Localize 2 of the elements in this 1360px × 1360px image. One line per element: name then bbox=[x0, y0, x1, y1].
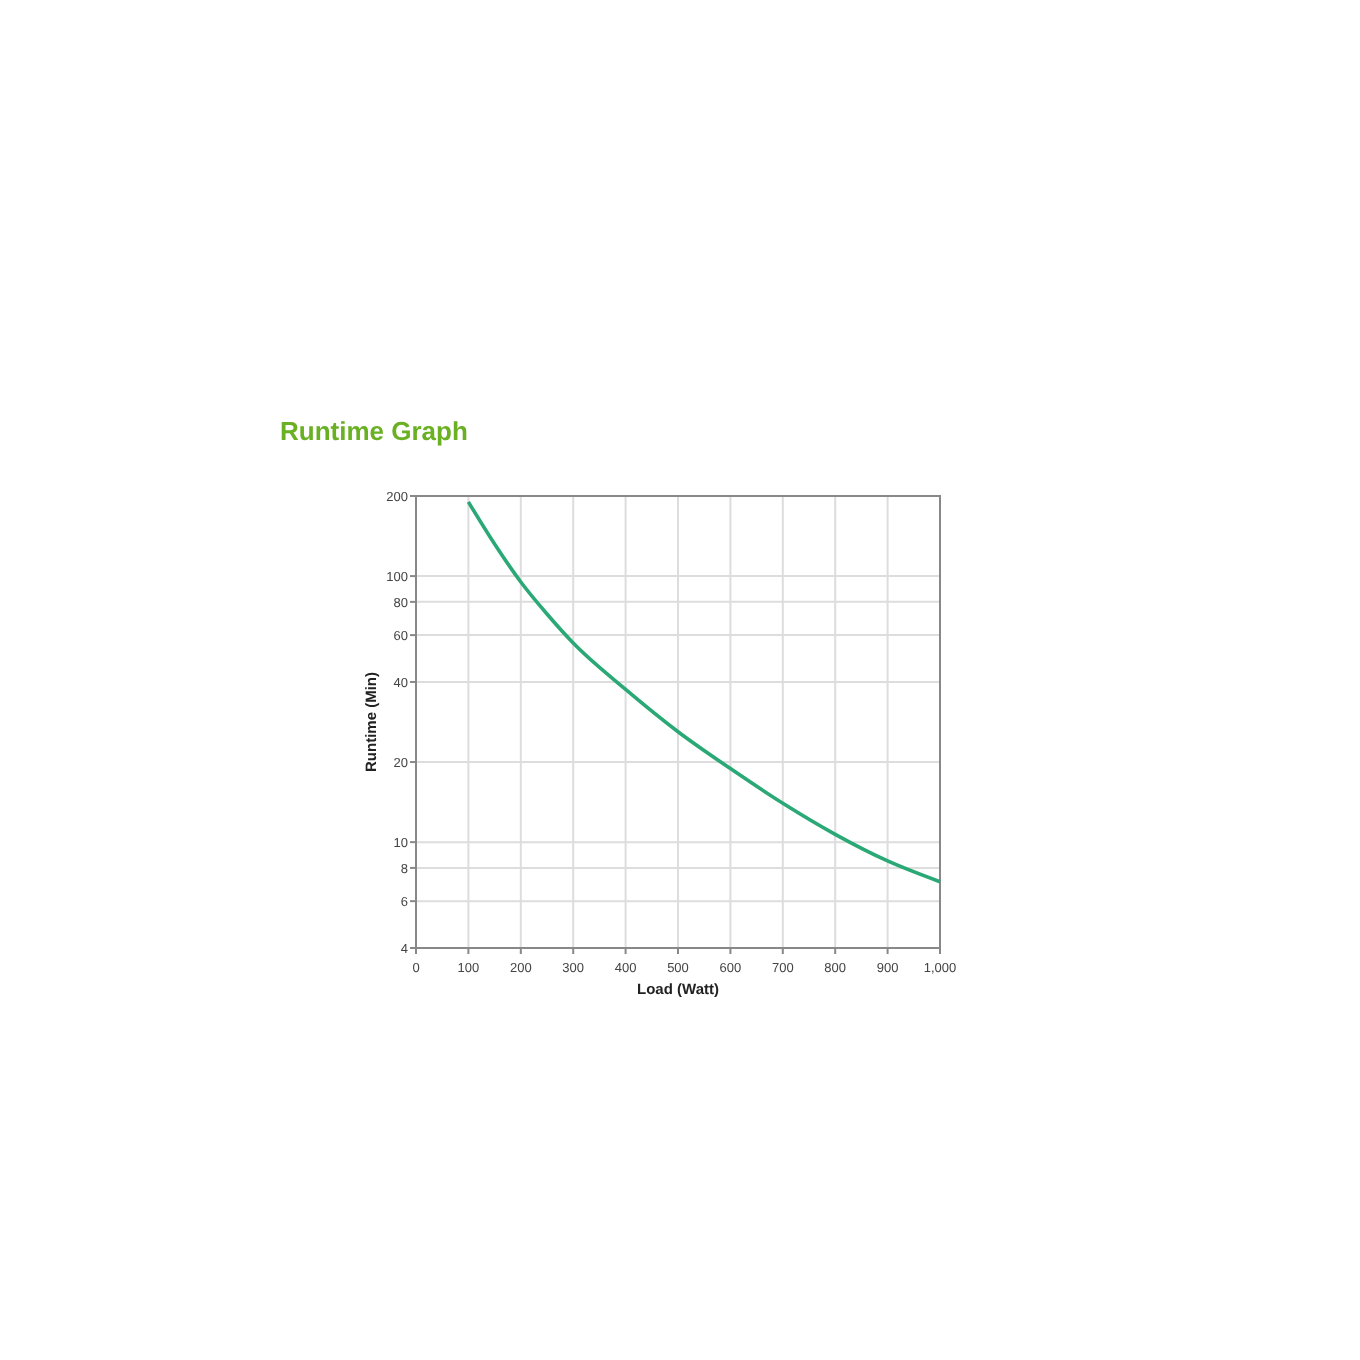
line-series bbox=[466, 500, 942, 884]
chart-title: Runtime Graph bbox=[280, 416, 468, 446]
